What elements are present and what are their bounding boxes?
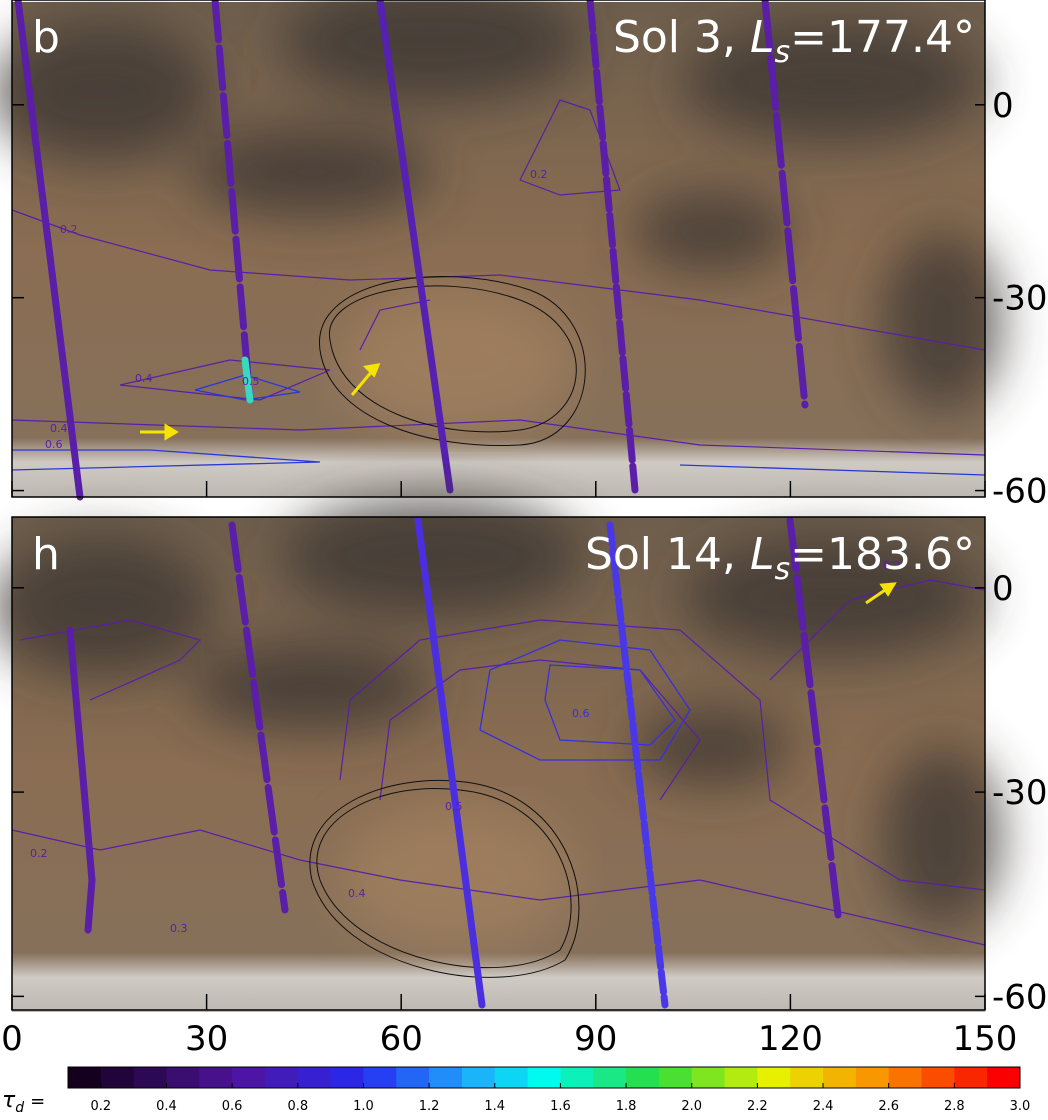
colorbar-cell [593,1067,627,1088]
colorbar-cell [133,1067,167,1088]
colorbar-cell [68,1067,102,1088]
colorbar-tick-label: 0.6 [222,1099,243,1114]
colorbar-cell [626,1067,660,1088]
colorbar-frame [67,1066,1021,1089]
colorbar-cell [757,1067,791,1088]
colorbar-cell [330,1067,364,1088]
x-tick-label: 60 [380,1019,423,1059]
colorbar-cell [199,1067,233,1088]
colorbar-cell [429,1067,463,1088]
contour-label: 0.2 [60,223,78,236]
panel-frame [11,0,986,498]
title-prefix: Sol 14, [585,529,736,580]
contour-label: 0.3 [170,922,188,935]
colorbar-cell [724,1067,758,1088]
colorbar-cell [560,1067,594,1088]
contour-label: 0.5 [242,375,260,388]
colorbar-cell [494,1067,529,1088]
colorbar-cell [166,1067,200,1088]
colorbar-cell [855,1067,890,1088]
x-tick-label: 30 [185,1019,228,1059]
colorbar-cell [954,1067,988,1088]
colorbar-tick-label: 1.8 [616,1099,637,1114]
colorbar-tick-label: 0.8 [287,1099,308,1114]
colorbar-cell [823,1067,857,1088]
colorbar-cell [396,1067,430,1088]
colorbar-cell [264,1067,299,1088]
colorbar-cell [658,1067,693,1088]
y-tick-label: -60 [992,472,1048,512]
y-tick-label: -60 [992,977,1048,1017]
colorbar-cell [527,1067,561,1088]
y-tick-label: 0 [992,86,1014,126]
colorbar-cell [100,1067,135,1088]
colorbar-cell [363,1067,397,1088]
colorbar-tick-label: 0.4 [156,1099,177,1114]
colorbar-cell [987,1067,1021,1088]
contour-label: 0.2 [30,847,48,860]
x-tick-label: 150 [953,1019,1018,1059]
colorbar-tick-label: 3.0 [1010,1099,1031,1114]
colorbar-tick-label: 1.2 [419,1099,440,1114]
contour-label: 0.6 [45,438,63,451]
panel-h [0,497,1002,1012]
ls-subscript: s [775,552,791,587]
ls-value: =177.4° [790,12,975,63]
colorbar-tick-label: 2.6 [878,1099,899,1114]
colorbar-cell [691,1067,726,1088]
colorbar-cell [461,1067,496,1088]
colorbar-tick-label: 2.2 [747,1099,768,1114]
contour-label: 0.2 [530,168,548,181]
y-tick-label: 0 [992,569,1014,609]
colorbar-tick-label: 1.6 [550,1099,571,1114]
panel-title: Sol 3, Ls=177.4° [613,12,975,70]
ls-symbol: L [750,529,775,580]
colorbar-cell [888,1067,923,1088]
colorbar-tick-label: 2.4 [813,1099,834,1114]
colorbar-tick-label: 1.4 [484,1099,505,1114]
colorbar-cell [297,1067,332,1088]
contour-label: 0.5 [445,800,463,813]
colorbar-tick-label: 2.0 [681,1099,702,1114]
colorbar-cell [232,1067,266,1088]
x-tick-label: 90 [574,1019,617,1059]
panel-frame [11,516,986,1011]
colorbar-cell [790,1067,824,1088]
panel-b [0,0,1002,501]
contour-label: 0.4 [135,372,153,385]
ls-subscript: s [775,35,791,70]
contour-label: 0.4 [348,887,366,900]
contour-label: 0.6 [572,707,590,720]
colorbar-tick-label: 2.8 [944,1099,965,1114]
panel-letter: h [32,529,60,580]
y-tick-label: -30 [992,279,1048,319]
colorbar-cell [921,1067,955,1088]
ls-value: =183.6° [790,529,975,580]
panel-title: Sol 14, Ls=183.6° [585,529,975,587]
title-prefix: Sol 3, [613,12,736,63]
x-tick-label: 0 [1,1019,23,1059]
colorbar-tick-label: 1.0 [353,1099,374,1114]
contour-label: 0.2 [883,559,901,572]
colorbar-tick-label: 0.2 [90,1099,111,1114]
y-tick-label: -30 [992,773,1048,813]
colorbar-label: τd = [2,1088,45,1116]
contour-label: 0.4 [50,422,68,435]
panel-letter: b [32,12,60,63]
ls-symbol: L [750,12,775,63]
x-tick-label: 120 [758,1019,823,1059]
